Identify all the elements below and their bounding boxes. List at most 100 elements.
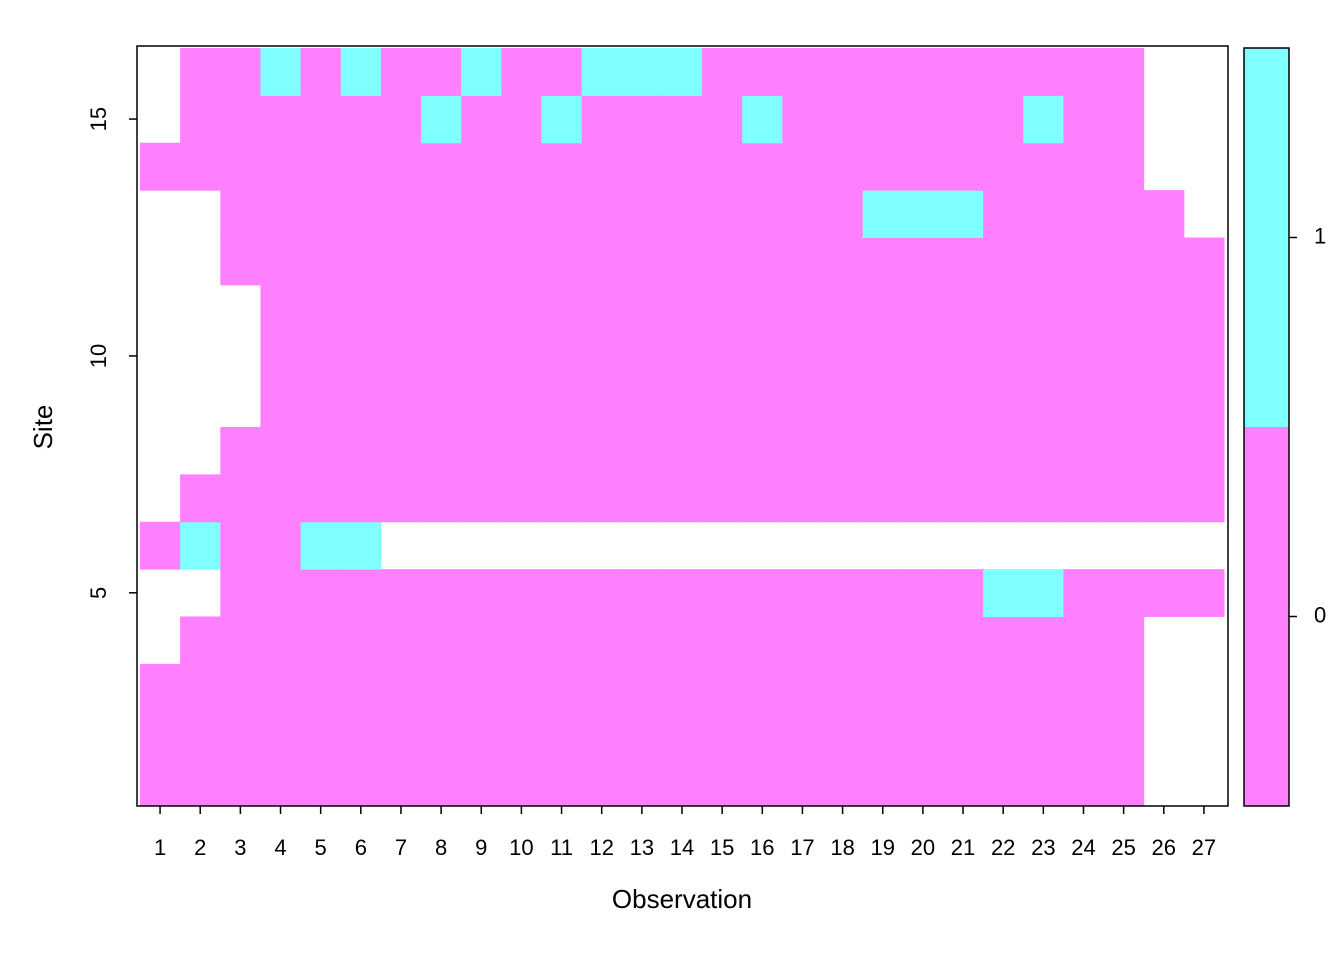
heat-cell (380, 48, 422, 96)
heat-cell (501, 237, 542, 286)
heat-cell (1103, 711, 1145, 760)
heat-cell (260, 569, 302, 617)
heat-cell (140, 142, 181, 191)
heat-cell (1063, 379, 1105, 428)
heat-cell (902, 95, 944, 144)
heat-cell (340, 569, 382, 617)
x-tick-label: 13 (630, 835, 654, 860)
heat-cell (140, 663, 181, 712)
heat-cell (220, 521, 261, 570)
heat-cell (742, 48, 783, 96)
heat-cell (220, 663, 261, 712)
x-tick-label: 9 (475, 835, 487, 860)
heat-cell (1183, 284, 1225, 333)
x-tick-label: 24 (1071, 835, 1095, 860)
heat-cell (1103, 190, 1145, 238)
heat-cell (581, 48, 623, 96)
heat-cell (661, 663, 703, 712)
heat-cell (340, 521, 382, 570)
heat-cell (260, 427, 302, 475)
y-tick-label: 10 (86, 344, 111, 368)
heat-cell (501, 95, 542, 144)
heat-cell (300, 190, 342, 238)
heat-cell (461, 332, 502, 381)
heat-cell (942, 663, 984, 712)
heat-cell (742, 237, 783, 286)
heat-cell (1023, 48, 1064, 96)
heat-cell (942, 379, 984, 428)
heat-cell (421, 332, 462, 381)
heat-cell (983, 616, 1024, 665)
heat-cell (581, 284, 623, 333)
heat-cell (340, 190, 382, 238)
heat-cell (942, 237, 984, 286)
heat-cell (782, 48, 824, 96)
heat-cell (862, 48, 904, 96)
heat-cell (1023, 616, 1064, 665)
heat-cell (822, 569, 864, 617)
heat-cell (661, 190, 703, 238)
heat-cell (340, 284, 382, 333)
heat-cell (581, 474, 623, 523)
heat-cell (220, 616, 261, 665)
heat-cell (421, 190, 462, 238)
heat-cell (501, 758, 542, 807)
heat-cell (340, 237, 382, 286)
heat-cell (702, 663, 743, 712)
heat-cell (983, 284, 1024, 333)
heat-cell (461, 663, 502, 712)
heat-cell (822, 379, 864, 428)
heat-cell (702, 332, 743, 381)
heat-cell (1183, 427, 1225, 475)
x-tick-label: 2 (194, 835, 206, 860)
heat-cell (862, 332, 904, 381)
heat-cell (862, 237, 904, 286)
heat-cell (782, 616, 824, 665)
heat-cell (380, 427, 422, 475)
heat-cell (661, 711, 703, 760)
heat-cell (661, 427, 703, 475)
heat-cell (1023, 711, 1064, 760)
x-tick-label: 27 (1192, 835, 1216, 860)
heat-cell (1103, 379, 1145, 428)
heat-cell (220, 95, 261, 144)
heat-cell (581, 569, 623, 617)
heat-cell (621, 711, 663, 760)
heat-cell (581, 758, 623, 807)
heat-cell (621, 474, 663, 523)
heat-cell (1023, 190, 1064, 238)
heat-cell (541, 190, 583, 238)
heat-cell (1143, 474, 1185, 523)
heat-cell (1183, 474, 1225, 523)
heat-cell (581, 616, 623, 665)
heat-cell (461, 474, 502, 523)
heat-cell (260, 521, 302, 570)
heat-cell (902, 379, 944, 428)
heat-cell (1183, 379, 1225, 428)
heat-cell (782, 332, 824, 381)
heat-cell (421, 474, 462, 523)
heat-cell (541, 332, 583, 381)
heat-cell (661, 474, 703, 523)
heat-cell (782, 758, 824, 807)
heat-cell (340, 48, 382, 96)
heat-cell (702, 569, 743, 617)
heat-cell (862, 379, 904, 428)
heat-cell (421, 569, 462, 617)
heat-cell (862, 142, 904, 191)
heat-cell (340, 711, 382, 760)
heat-cell (300, 332, 342, 381)
heat-cell (782, 427, 824, 475)
heat-cell (702, 48, 743, 96)
heat-cell (742, 190, 783, 238)
heat-cell (220, 48, 261, 96)
heat-cell (1103, 474, 1145, 523)
heat-cell (380, 142, 422, 191)
heat-cell (862, 427, 904, 475)
heat-cell (942, 616, 984, 665)
heat-cell (1103, 48, 1145, 96)
x-tick-label: 4 (274, 835, 286, 860)
x-tick-label: 20 (911, 835, 935, 860)
heat-cell (380, 379, 422, 428)
